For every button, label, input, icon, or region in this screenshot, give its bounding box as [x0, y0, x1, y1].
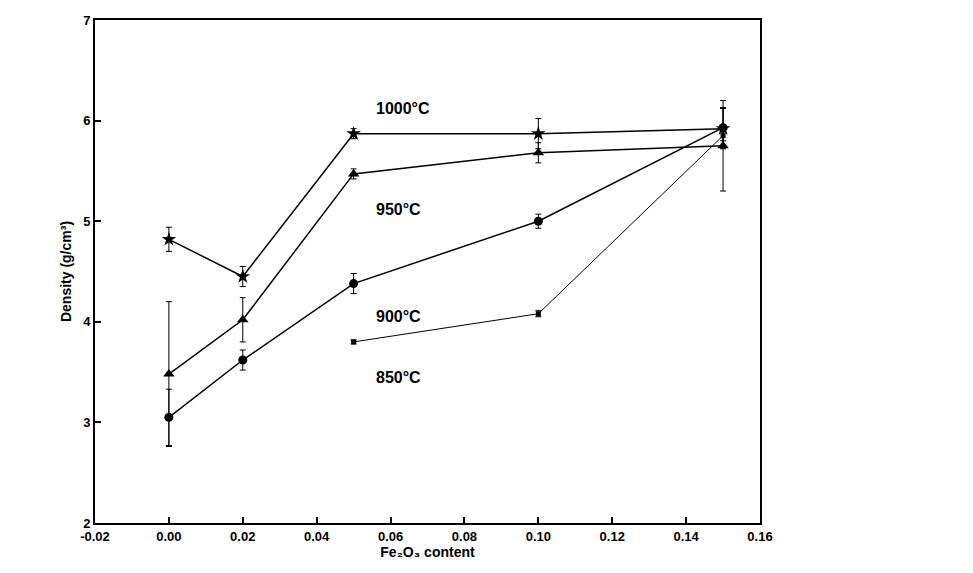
svg-text:-0.02: -0.02: [80, 529, 110, 544]
svg-text:0.10: 0.10: [526, 529, 551, 544]
svg-text:Density (g/cm³): Density (g/cm³): [58, 221, 74, 322]
svg-text:0.02: 0.02: [230, 529, 255, 544]
svg-text:1000°C: 1000°C: [376, 100, 430, 117]
svg-text:900°C: 900°C: [376, 308, 421, 325]
svg-text:0.04: 0.04: [304, 529, 330, 544]
svg-text:950°C: 950°C: [376, 201, 421, 218]
svg-text:0.00: 0.00: [156, 529, 181, 544]
svg-text:0.08: 0.08: [452, 529, 477, 544]
svg-text:Fe₂O₃ content: Fe₂O₃ content: [380, 544, 475, 560]
svg-text:0.14: 0.14: [673, 529, 699, 544]
svg-text:0.06: 0.06: [378, 529, 403, 544]
svg-text:3: 3: [83, 415, 90, 430]
svg-text:6: 6: [83, 113, 90, 128]
svg-text:850°C: 850°C: [376, 369, 421, 386]
svg-text:0.16: 0.16: [747, 529, 772, 544]
svg-text:7: 7: [83, 13, 90, 28]
svg-text:2: 2: [83, 516, 90, 531]
svg-text:0.12: 0.12: [600, 529, 625, 544]
svg-text:4: 4: [83, 314, 91, 329]
svg-text:5: 5: [83, 214, 90, 229]
